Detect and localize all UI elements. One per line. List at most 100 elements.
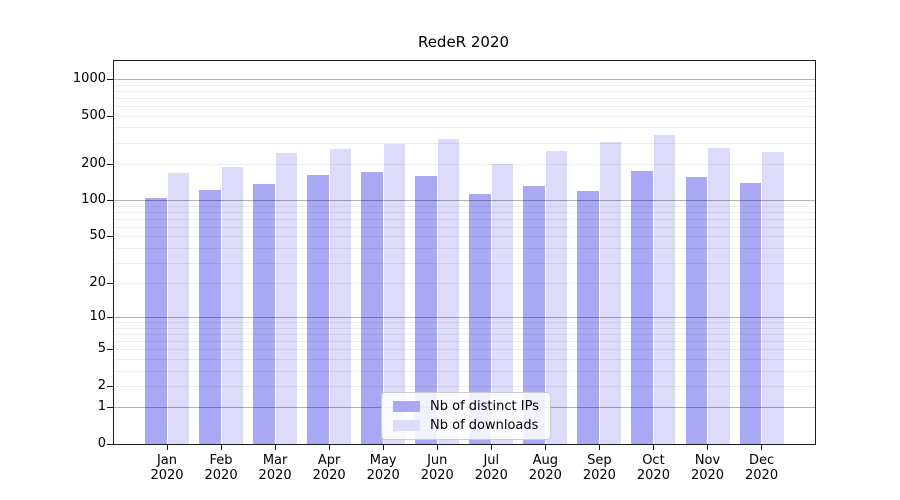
- x-tick-mark: [598, 445, 600, 450]
- x-tick-label-line: 2020: [528, 468, 562, 483]
- bar-downloads: [599, 141, 622, 444]
- y-tick-label: 2: [97, 377, 106, 393]
- bar-distinct-ips: [469, 193, 491, 444]
- y-tick-mark: [107, 385, 114, 387]
- x-tick-mark: [220, 445, 222, 450]
- x-tick-mark: [166, 445, 168, 450]
- bar-distinct-ips: [253, 184, 275, 444]
- x-tick-label: Oct 2020: [625, 453, 681, 483]
- x-tick-label: Nov 2020: [680, 453, 736, 483]
- x-tick-label-line: Sep: [587, 453, 612, 468]
- x-tick-label-line: Feb: [209, 453, 233, 468]
- y-gridline-minor: [114, 97, 815, 99]
- x-tick-mark: [490, 445, 492, 450]
- x-tick-mark: [328, 445, 330, 450]
- y-gridline-minor: [114, 84, 815, 86]
- legend: Nb of distinct IPs Nb of downloads: [381, 392, 551, 440]
- x-tick-label: Mar 2020: [247, 453, 303, 483]
- y-tick-label: 10: [89, 309, 106, 325]
- y-gridline-minor: [114, 106, 815, 108]
- y-gridline-minor: [114, 142, 815, 144]
- x-tick-mark: [544, 445, 546, 450]
- x-tick-label-line: 2020: [258, 468, 292, 483]
- legend-label-distinct-ips: Nb of distinct IPs: [430, 399, 539, 414]
- y-tick-label: 1: [97, 399, 106, 415]
- x-tick-label-line: 2020: [582, 468, 616, 483]
- y-tick-mark: [107, 444, 114, 445]
- bar-downloads: [383, 144, 406, 444]
- plot-area: Nb of distinct IPs Nb of downloads 0 1 2 5 1…: [73, 60, 816, 483]
- bar-distinct-ips: [145, 197, 167, 444]
- x-tick-label: Dec 2020: [734, 453, 790, 483]
- y-tick-mark: [107, 317, 114, 319]
- x-tick-label: Apr 2020: [301, 453, 357, 483]
- y-tick-mark: [107, 115, 114, 117]
- x-tick-label-line: Dec: [748, 453, 775, 468]
- bar-distinct-ips: [577, 190, 599, 444]
- y-tick-label: 200: [81, 155, 106, 171]
- bar-distinct-ips: [415, 175, 437, 444]
- x-tick-label-line: 2020: [420, 468, 454, 483]
- y-gridline-minor: [114, 90, 815, 92]
- y-gridline-minor: [114, 127, 815, 129]
- y-tick-mark: [107, 236, 114, 238]
- legend-item-downloads: Nb of downloads: [393, 418, 539, 433]
- x-tick-mark: [761, 445, 763, 450]
- x-tick-mark: [436, 445, 438, 450]
- x-tick-label-line: 2020: [204, 468, 238, 483]
- x-tick-mark: [382, 445, 384, 450]
- bar-distinct-ips: [361, 172, 383, 444]
- bar-downloads: [275, 153, 298, 444]
- x-tick-label-line: 2020: [636, 468, 670, 483]
- x-tick-mark: [652, 445, 654, 450]
- x-tick-label: Jan 2020: [139, 453, 195, 483]
- x-tick-label-line: Jan: [156, 453, 178, 468]
- bar-downloads: [437, 138, 460, 444]
- legend-item-distinct-ips: Nb of distinct IPs: [393, 399, 539, 414]
- x-tick-label: Sep 2020: [571, 453, 627, 483]
- bar-distinct-ips: [739, 183, 762, 444]
- x-tick-label-line: 2020: [745, 468, 779, 483]
- x-tick-label-line: Jul: [483, 453, 500, 468]
- bar-distinct-ips: [307, 175, 329, 444]
- x-tick-label: May 2020: [355, 453, 411, 483]
- x-tick-label-line: Apr: [317, 453, 341, 468]
- x-tick-label-line: Jun: [427, 453, 448, 468]
- bar-downloads: [708, 148, 730, 444]
- y-tick-label: 50: [89, 228, 106, 244]
- y-gridline-major: [114, 79, 815, 81]
- x-tick-label-line: Mar: [262, 453, 288, 468]
- bar-downloads: [221, 166, 244, 444]
- y-tick-label: 20: [89, 275, 106, 291]
- x-tick-label: Feb 2020: [193, 453, 249, 483]
- legend-swatch-downloads: [393, 420, 420, 431]
- y-tick-mark: [107, 349, 114, 351]
- x-tick-mark: [274, 445, 276, 450]
- x-tick-label-line: Nov: [694, 453, 721, 468]
- chart-title: RedeR 2020: [417, 33, 510, 51]
- y-tick-label: 500: [81, 107, 106, 123]
- x-tick-label-line: May: [369, 453, 397, 468]
- y-tick-mark: [107, 79, 114, 81]
- y-tick-mark: [107, 283, 114, 285]
- x-tick-label: Jul 2020: [463, 453, 519, 483]
- bar-downloads: [329, 148, 352, 444]
- x-tick-label-line: 2020: [474, 468, 508, 483]
- y-tick-label: 0: [97, 436, 106, 451]
- bar-distinct-ips: [523, 185, 545, 444]
- y-tick-label: 5: [97, 341, 106, 357]
- x-tick-label-line: 2020: [150, 468, 184, 483]
- bar-downloads: [167, 173, 189, 444]
- bar-downloads: [762, 152, 784, 444]
- y-tick-mark: [107, 407, 114, 409]
- x-tick-label-line: Aug: [532, 453, 559, 468]
- x-tick-label: Jun 2020: [409, 453, 465, 483]
- y-tick-mark: [107, 200, 114, 202]
- y-gridline: [114, 115, 815, 117]
- bar-downloads: [491, 163, 514, 444]
- bar-distinct-ips: [631, 170, 653, 444]
- bar-distinct-ips: [685, 177, 707, 444]
- legend-label-downloads: Nb of downloads: [430, 418, 539, 433]
- y-tick-label: 100: [81, 192, 106, 208]
